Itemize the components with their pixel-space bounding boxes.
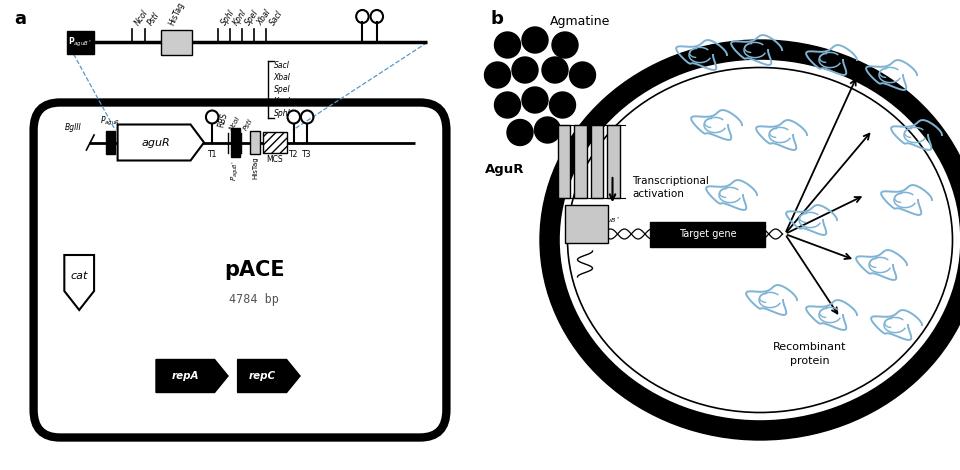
Text: KpnI: KpnI [274,96,291,105]
Text: HisTag: HisTag [167,1,186,28]
Text: PstI: PstI [146,11,161,28]
Circle shape [522,27,548,53]
Text: $\mathbf{P}_{aguB^*}$: $\mathbf{P}_{aguB^*}$ [592,212,621,226]
Circle shape [569,62,595,88]
Text: AguR: AguR [485,164,524,177]
Text: pACE: pACE [224,260,285,280]
Text: RBS: RBS [216,111,229,128]
Circle shape [485,62,511,88]
Text: SacI: SacI [274,61,290,70]
Circle shape [542,57,568,83]
Circle shape [507,119,533,146]
Text: Transcriptional
activation: Transcriptional activation [633,176,709,199]
Text: NcoI: NcoI [228,115,242,132]
Ellipse shape [567,68,952,413]
Text: T3: T3 [302,150,312,159]
Circle shape [494,32,520,58]
Text: b: b [490,10,503,28]
Text: Recombinant
protein: Recombinant protein [773,343,847,366]
Text: a: a [14,10,26,28]
Circle shape [549,92,575,118]
Text: SacI: SacI [268,9,284,28]
Polygon shape [156,360,228,392]
Bar [160,30,192,55]
Bar [106,132,115,154]
Text: KpnI: KpnI [231,8,249,28]
Polygon shape [117,125,204,160]
Text: $P_{aguR}$: $P_{aguR}$ [101,114,120,127]
Ellipse shape [559,59,960,421]
Text: SpeI: SpeI [244,8,261,28]
Text: SpeI: SpeI [274,85,290,94]
Text: T2: T2 [289,150,299,159]
Text: HisTag: HisTag [252,157,258,179]
Text: PstI: PstI [242,118,254,132]
Text: XbaI: XbaI [274,72,291,81]
Text: XbaI: XbaI [255,8,273,28]
Bar [607,125,619,197]
Bar [590,125,603,197]
Text: aguR: aguR [142,138,170,148]
Bar [67,31,93,54]
Bar [574,125,587,197]
Text: SphI: SphI [220,8,237,28]
Circle shape [552,32,578,58]
Bar [650,221,765,246]
Bar [250,132,260,154]
Bar [263,133,287,152]
FancyBboxPatch shape [34,102,446,438]
Text: $\mathbf{P}_{aguB^*}$: $\mathbf{P}_{aguB^*}$ [68,36,92,49]
Circle shape [535,117,561,143]
Text: repA: repA [172,371,199,381]
Polygon shape [237,360,300,392]
Text: 4784 bp: 4784 bp [229,293,279,306]
Bar [565,205,608,243]
Circle shape [512,57,538,83]
Ellipse shape [540,40,960,440]
Text: SphI: SphI [274,109,291,118]
Circle shape [494,92,520,118]
Bar [231,128,240,157]
Bar [558,125,570,197]
Text: MCS: MCS [267,156,283,164]
Text: cat: cat [70,271,88,281]
Text: BglII: BglII [65,123,82,132]
Text: Agmatine: Agmatine [550,15,611,28]
Text: T1: T1 [207,150,217,159]
Text: Target gene: Target gene [679,229,736,239]
Circle shape [522,87,548,113]
Text: $P_{aguB^*}$: $P_{aguB^*}$ [230,160,241,181]
Polygon shape [64,255,94,310]
Text: NcoI: NcoI [133,8,151,28]
Text: repC: repC [249,371,276,381]
